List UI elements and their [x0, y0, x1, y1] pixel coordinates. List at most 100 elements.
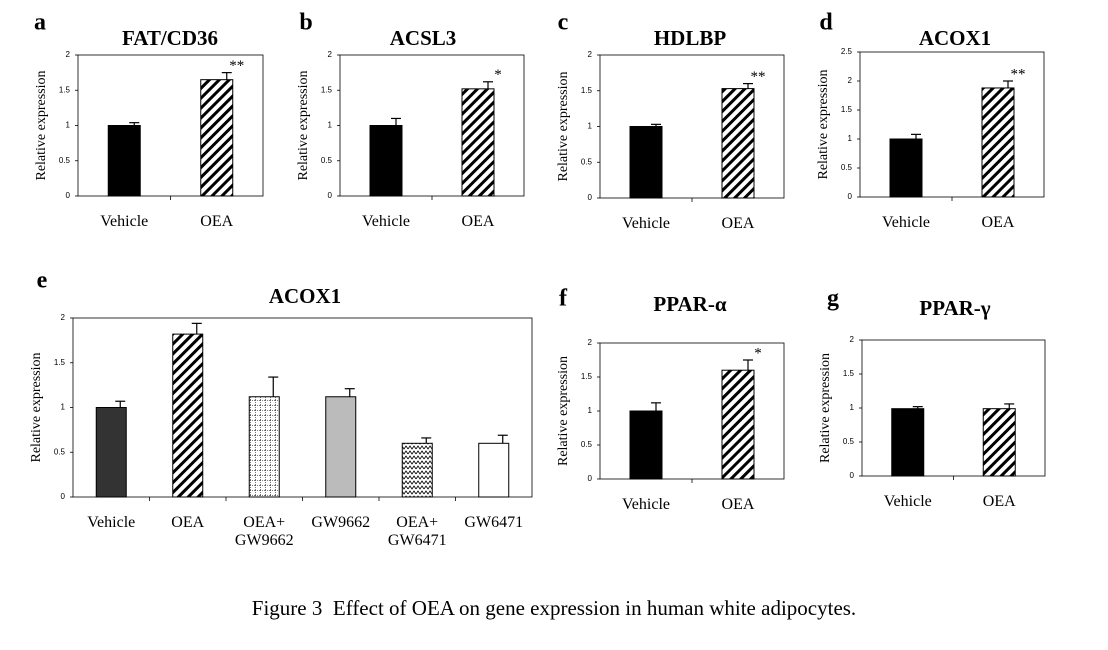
y-tick-label: 2 [588, 338, 593, 347]
panel-letter: f [559, 286, 568, 312]
x-tick-label: Vehicle [883, 493, 932, 510]
bar [629, 410, 663, 480]
y-tick-label: 0.5 [321, 156, 333, 165]
y-axis-label: Relative expression [34, 70, 49, 180]
y-axis-label: Relative expression [818, 353, 833, 463]
panel-letter: b [299, 10, 312, 36]
panel-letter: g [827, 286, 839, 312]
y-axis-label: Relative expression [29, 352, 44, 462]
chart-title: PPAR-α [653, 292, 726, 316]
panel-letter: d [819, 10, 833, 36]
x-tick-label: OEA [982, 493, 1016, 510]
x-tick-label: OEA+ GW9662 [234, 514, 294, 549]
plot-frame [77, 54, 264, 197]
y-tick-label: 1 [328, 121, 333, 130]
y-tick-label: 1.5 [841, 105, 853, 114]
x-tick-label: GW6471 [464, 514, 524, 531]
x-tick-label: Vehicle [87, 514, 136, 531]
y-tick-label: 2 [66, 50, 71, 59]
chart-title: PPAR-γ [919, 296, 990, 320]
y-tick-label: 0 [328, 191, 333, 200]
y-tick-label: 0 [588, 474, 593, 483]
y-tick-label: 1 [588, 406, 593, 415]
y-tick-label: 1.5 [843, 369, 855, 378]
bar [172, 333, 204, 498]
x-tick-label: Vehicle [622, 215, 670, 232]
plot-frame [861, 339, 1046, 477]
x-tick-label: OEA [981, 214, 1015, 231]
y-tick-label: 1.5 [59, 85, 71, 94]
y-tick-label: 2 [61, 313, 66, 322]
y-tick-label: 0.5 [581, 440, 593, 449]
panel-letter: a [34, 10, 46, 36]
chart-title: ACOX1 [269, 284, 341, 308]
x-tick-label: OEA [200, 213, 234, 230]
x-tick-label: OEA [721, 496, 755, 513]
panel-letter: e [37, 268, 48, 294]
y-tick-label: 2 [850, 335, 855, 344]
y-tick-label: 0 [848, 192, 853, 201]
bar [248, 396, 280, 498]
caption: Figure 3 Effect of OEA on gene expressio… [251, 596, 857, 620]
y-tick-label: 0 [850, 471, 855, 480]
chart-title: FAT/CD36 [122, 26, 218, 50]
bar [401, 442, 433, 498]
bar [107, 125, 141, 197]
y-axis-label: Relative expression [556, 71, 571, 181]
y-axis-label: Relative expression [296, 70, 311, 180]
y-tick-label: 0.5 [54, 447, 66, 456]
bar [478, 442, 510, 498]
x-tick-label: Vehicle [362, 213, 410, 230]
significance: ** [229, 58, 244, 74]
y-tick-label: 0 [66, 191, 71, 200]
bar [721, 369, 755, 480]
y-axis-label: Relative expression [816, 69, 831, 179]
y-tick-label: 2 [328, 50, 333, 59]
panel-letter: c [558, 10, 569, 36]
y-tick-label: 2 [588, 50, 593, 59]
y-tick-label: 1 [850, 403, 855, 412]
significance: * [494, 67, 502, 83]
y-tick-label: 2.5 [841, 47, 853, 56]
y-tick-label: 0 [588, 193, 593, 202]
x-tick-label: OEA [721, 215, 755, 232]
bar [95, 407, 127, 498]
bar [981, 87, 1015, 198]
plot-frame [72, 317, 533, 498]
y-tick-label: 2 [848, 76, 853, 85]
y-tick-label: 0.5 [59, 156, 71, 165]
bar [200, 79, 234, 197]
y-tick-label: 1.5 [54, 358, 66, 367]
chart-title: ACSL3 [390, 26, 457, 50]
y-tick-label: 0 [61, 492, 66, 501]
bar [629, 126, 663, 199]
x-tick-label: GW9662 [311, 514, 371, 531]
y-tick-label: 1 [848, 134, 853, 143]
x-tick-label: Vehicle [882, 214, 930, 231]
y-axis-label: Relative expression [556, 356, 571, 466]
x-tick-label: Vehicle [622, 496, 670, 513]
y-tick-label: 1.5 [321, 85, 333, 94]
significance: ** [751, 69, 766, 85]
x-tick-label: OEA+ GW6471 [387, 514, 447, 549]
bar [891, 408, 925, 477]
y-tick-label: 1.5 [581, 372, 593, 381]
x-tick-label: OEA [171, 514, 205, 531]
bar [982, 408, 1016, 477]
bar [325, 396, 357, 498]
bar [721, 88, 755, 199]
y-tick-label: 0.5 [581, 157, 593, 166]
x-tick-label: OEA [461, 213, 495, 230]
y-tick-label: 1 [66, 121, 71, 130]
significance: ** [1011, 66, 1026, 82]
bar [889, 138, 923, 198]
bar [461, 88, 495, 197]
plot-frame [599, 342, 785, 480]
y-tick-label: 1 [61, 403, 66, 412]
y-tick-label: 1.5 [581, 86, 593, 95]
chart-title: ACOX1 [919, 26, 991, 50]
y-tick-label: 0.5 [841, 163, 853, 172]
x-tick-label: Vehicle [100, 213, 149, 230]
